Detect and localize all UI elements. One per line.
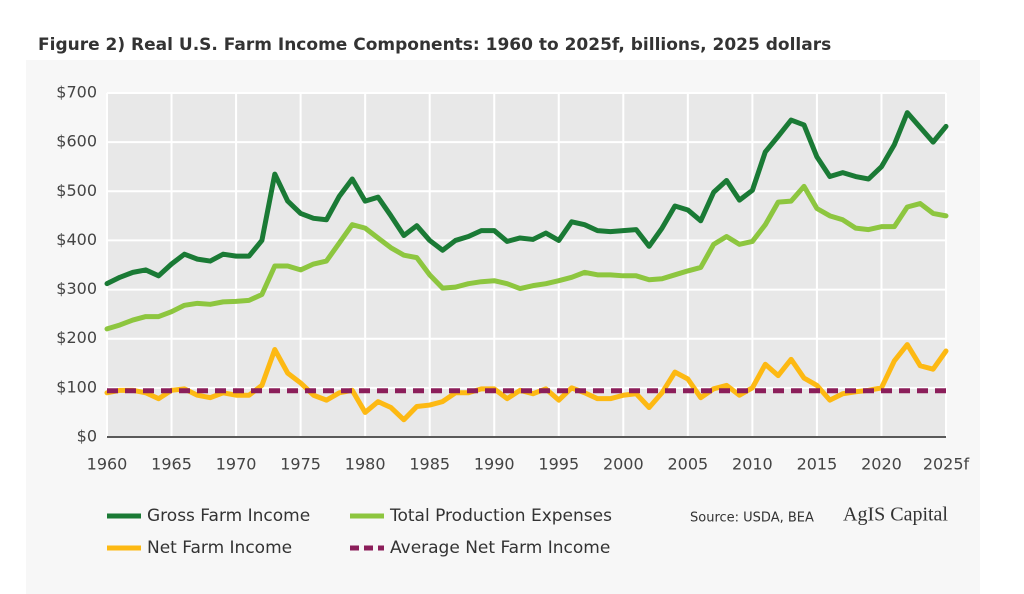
y-tick-label: $200 [56,328,97,347]
y-tick-label: $400 [56,230,97,249]
logo: AgIS Capital [843,504,948,526]
x-tick-label: 2025f [923,455,970,474]
y-tick-label: $600 [56,132,97,151]
x-tick-label: 2020 [861,455,902,474]
x-tick-label: 2010 [732,455,773,474]
x-tick-label: 1990 [474,455,515,474]
x-tick-label: 1970 [216,455,257,474]
series-line [104,110,949,287]
x-tick-label: 1975 [280,455,321,474]
x-tick-label: 1965 [151,455,192,474]
legend-label: Net Farm Income [147,538,292,558]
x-tick-label: 2015 [797,455,838,474]
y-tick-label: $300 [56,279,97,298]
x-tick-label: 1980 [345,455,386,474]
x-tick-label: 1960 [87,455,128,474]
series-line [104,183,949,332]
y-tick-label: $500 [56,181,97,200]
x-tick-label: 1995 [538,455,579,474]
legend-label: Total Production Expenses [389,506,612,526]
x-tick-label: 1985 [409,455,450,474]
chart-title: Figure 2) Real U.S. Farm Income Componen… [38,35,831,55]
legend-label: Average Net Farm Income [390,538,610,558]
source: Source: USDA, BEA [690,511,814,526]
y-tick-label: $100 [56,377,97,396]
legend-label: Gross Farm Income [147,506,310,526]
x-tick-label: 2005 [667,455,708,474]
y-tick-label: $700 [56,83,97,102]
y-tick-label: $0 [77,427,97,446]
x-tick-label: 2000 [603,455,644,474]
